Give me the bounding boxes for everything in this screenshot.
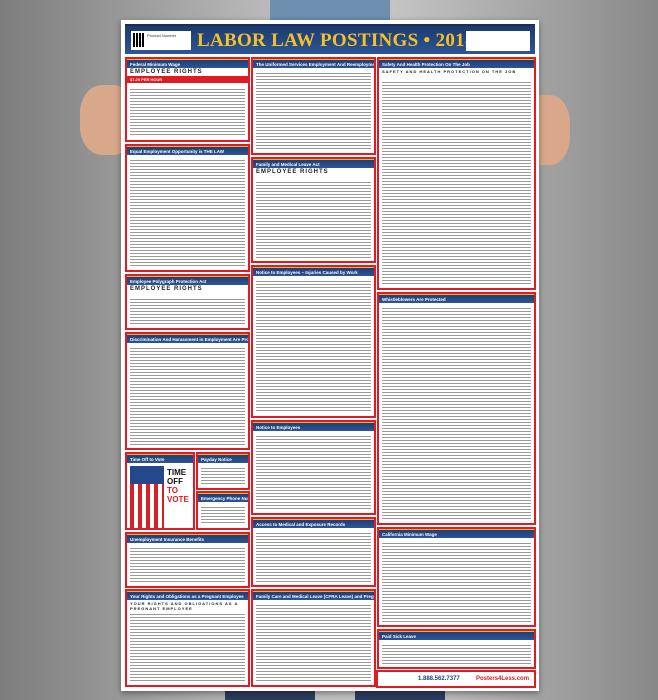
section-pregnant: Your Rights and Obligations as a Pregnan…: [125, 589, 250, 687]
section-title: Access to Medical and Exposure Records: [253, 519, 374, 528]
body-text: [382, 644, 531, 664]
section-title: Federal Minimum Wage: [127, 59, 248, 68]
body-text: [256, 435, 371, 510]
section-injuries: Notice to Employees – Injuries Caused by…: [251, 265, 376, 418]
brand-logo: Posters4Less.com: [476, 676, 530, 682]
product-number: Product Number: [147, 33, 177, 38]
section-unemployment: Unemployment Insurance Benefits: [125, 532, 250, 588]
poster-footer: 1.888.562.7377 Posters4Less.com: [376, 670, 536, 688]
section-title: Family and Medical Leave Act: [253, 159, 374, 168]
section-title: Whistleblowers Are Protected: [379, 294, 534, 303]
section-osha: Safety And Health Protection On The Job S…: [377, 57, 536, 290]
section-headline: EMPLOYEE RIGHTS: [130, 286, 203, 292]
headline-line: TO VOTE: [167, 486, 189, 504]
vote-headline: TIME OFF TO VOTE: [167, 468, 193, 504]
section-title: Equal Employment Opportunity is THE LAW: [127, 146, 248, 155]
person-shirt: [270, 0, 390, 22]
section-emergency: Emergency Phone Numbers: [196, 491, 250, 530]
body-text: [382, 81, 531, 285]
body-text: [256, 181, 371, 258]
headline-line: TIME OFF: [167, 468, 187, 486]
body-text: [130, 88, 245, 137]
section-cfra: Family Care and Medical Leave (CFRA Leav…: [251, 589, 376, 687]
body-text: [130, 547, 245, 583]
section-title: Paid Sick Leave: [379, 631, 534, 640]
body-text: [256, 280, 371, 413]
section-time-off-vote: Time Off to Vote TIME OFF TO VOTE: [125, 452, 195, 530]
section-medical-records: Access to Medical and Exposure Records: [251, 517, 376, 587]
section-title: Employee Polygraph Protection Act: [127, 276, 248, 285]
labor-law-poster: Product Number LABOR LAW POSTINGS • 2018…: [121, 20, 539, 691]
poster-title: LABOR LAW POSTINGS • 2018: [197, 30, 475, 51]
section-title: Your Rights and Obligations as a Pregnan…: [127, 591, 248, 600]
body-text: [201, 506, 245, 525]
body-text: [256, 72, 371, 150]
section-headline: SAFETY AND HEALTH PROTECTION ON THE JOB: [382, 69, 517, 74]
section-title: Notice to Employees – Injuries Caused by…: [253, 267, 374, 276]
qr-code: Product Number: [131, 31, 191, 50]
section-discrimination: Discrimination And Harassment in Employm…: [125, 332, 250, 450]
section-title: Discrimination And Harassment in Employm…: [127, 334, 248, 343]
ballot-box-illustration: [130, 466, 164, 528]
section-headline: EMPLOYEE RIGHTS: [256, 169, 329, 175]
body-text: [130, 347, 245, 445]
body-text: [201, 467, 245, 485]
section-title: Family Care and Medical Leave (CFRA Leav…: [253, 591, 374, 600]
section-fmla: Family and Medical Leave Act EMPLOYEE RIG…: [251, 157, 376, 263]
section-title: Notice to Employees: [253, 422, 374, 431]
body-text: [130, 159, 245, 267]
section-title: Safety And Health Protection On The Job: [379, 59, 534, 68]
section-title: Payday Notice: [198, 454, 248, 463]
phone-number: 1.888.562.7377: [418, 676, 460, 682]
section-payday: Payday Notice: [196, 452, 250, 490]
body-text: [382, 542, 531, 622]
wage-banner: $7.25 PER HOUR: [127, 76, 248, 83]
section-title: Emergency Phone Numbers: [198, 493, 248, 502]
section-ca-min-wage: California Minimum Wage: [377, 527, 536, 627]
body-text: [130, 298, 245, 325]
person-leg: [355, 690, 445, 700]
person-leg: [225, 690, 315, 700]
section-title: Unemployment Insurance Benefits: [127, 534, 248, 543]
section-userra: The Uniformed Services Employment And Re…: [251, 57, 376, 155]
body-text: [256, 532, 371, 582]
compliance-badge: [466, 31, 530, 51]
poster-banner: Product Number LABOR LAW POSTINGS • 2018: [125, 24, 535, 54]
section-title: The Uniformed Services Employment And Re…: [253, 59, 374, 68]
section-paid-sick: Paid Sick Leave: [377, 629, 536, 669]
section-headline: EMPLOYEE RIGHTS: [130, 69, 203, 75]
section-headline: YOUR RIGHTS AND OBLIGATIONS AS A PREGNAN…: [130, 601, 239, 611]
section-title: Time Off to Vote: [127, 454, 193, 463]
section-eeo: Equal Employment Opportunity is THE LAW: [125, 144, 250, 272]
section-polygraph: Employee Polygraph Protection Act EMPLOYE…: [125, 274, 250, 330]
section-notice: Notice to Employees: [251, 420, 376, 515]
section-whistleblower: Whistleblowers Are Protected: [377, 292, 536, 525]
section-federal-minimum-wage: Federal Minimum Wage EMPLOYEE RIGHTS $7.25…: [125, 57, 250, 142]
section-title: California Minimum Wage: [379, 529, 534, 538]
body-text: [382, 307, 531, 520]
body-text: [256, 604, 371, 682]
body-text: [130, 613, 245, 682]
